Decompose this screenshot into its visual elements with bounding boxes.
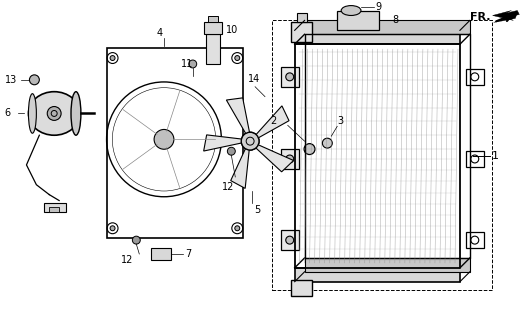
Ellipse shape — [341, 5, 361, 15]
Bar — [44, 203, 66, 212]
Text: 14: 14 — [248, 74, 260, 84]
Text: 11: 11 — [181, 59, 193, 69]
Text: 9: 9 — [376, 2, 382, 12]
Text: 12: 12 — [121, 255, 134, 265]
Circle shape — [110, 226, 115, 231]
Bar — [272, 20, 492, 290]
Circle shape — [304, 144, 315, 155]
Text: 13: 13 — [5, 75, 17, 85]
Polygon shape — [231, 147, 249, 188]
Text: 6: 6 — [5, 108, 11, 118]
Bar — [281, 149, 299, 169]
Text: 1: 1 — [492, 151, 499, 161]
Bar — [466, 69, 484, 85]
Bar — [295, 268, 460, 282]
Bar — [291, 280, 312, 296]
Polygon shape — [226, 98, 250, 134]
Bar — [151, 248, 171, 260]
Bar — [305, 20, 470, 34]
Circle shape — [227, 147, 235, 155]
Circle shape — [154, 130, 174, 149]
Circle shape — [235, 56, 240, 60]
Polygon shape — [204, 135, 244, 151]
Bar — [204, 22, 222, 34]
Circle shape — [133, 236, 140, 244]
Polygon shape — [493, 12, 518, 22]
Polygon shape — [256, 106, 289, 139]
Bar — [305, 258, 470, 272]
Circle shape — [110, 56, 115, 60]
Circle shape — [189, 60, 197, 68]
Bar — [49, 207, 59, 212]
Bar — [281, 67, 299, 87]
Circle shape — [322, 138, 332, 148]
Text: 2: 2 — [270, 116, 276, 126]
Circle shape — [286, 236, 294, 244]
Circle shape — [286, 155, 294, 163]
Circle shape — [286, 73, 294, 81]
Bar — [107, 48, 243, 238]
Text: 3: 3 — [337, 116, 343, 126]
Circle shape — [29, 75, 39, 85]
Polygon shape — [255, 145, 294, 172]
Text: 4: 4 — [156, 28, 162, 38]
Text: FR.: FR. — [470, 12, 490, 22]
Bar — [337, 11, 379, 30]
Bar — [295, 30, 460, 44]
Text: 12: 12 — [222, 182, 235, 192]
Circle shape — [47, 107, 61, 120]
Bar — [297, 12, 307, 22]
Bar — [466, 232, 484, 248]
Text: 8: 8 — [392, 15, 399, 25]
Text: 7: 7 — [185, 249, 191, 259]
Bar — [466, 151, 484, 167]
Polygon shape — [493, 11, 519, 20]
Bar — [281, 230, 299, 250]
Bar — [291, 22, 312, 42]
Text: 5: 5 — [254, 205, 260, 215]
Circle shape — [241, 132, 259, 150]
Text: 10: 10 — [226, 25, 239, 35]
Circle shape — [241, 132, 259, 150]
Ellipse shape — [71, 92, 81, 135]
Bar — [206, 34, 220, 64]
Bar — [208, 16, 218, 22]
Circle shape — [235, 226, 240, 231]
Ellipse shape — [28, 94, 36, 133]
Ellipse shape — [28, 92, 80, 135]
